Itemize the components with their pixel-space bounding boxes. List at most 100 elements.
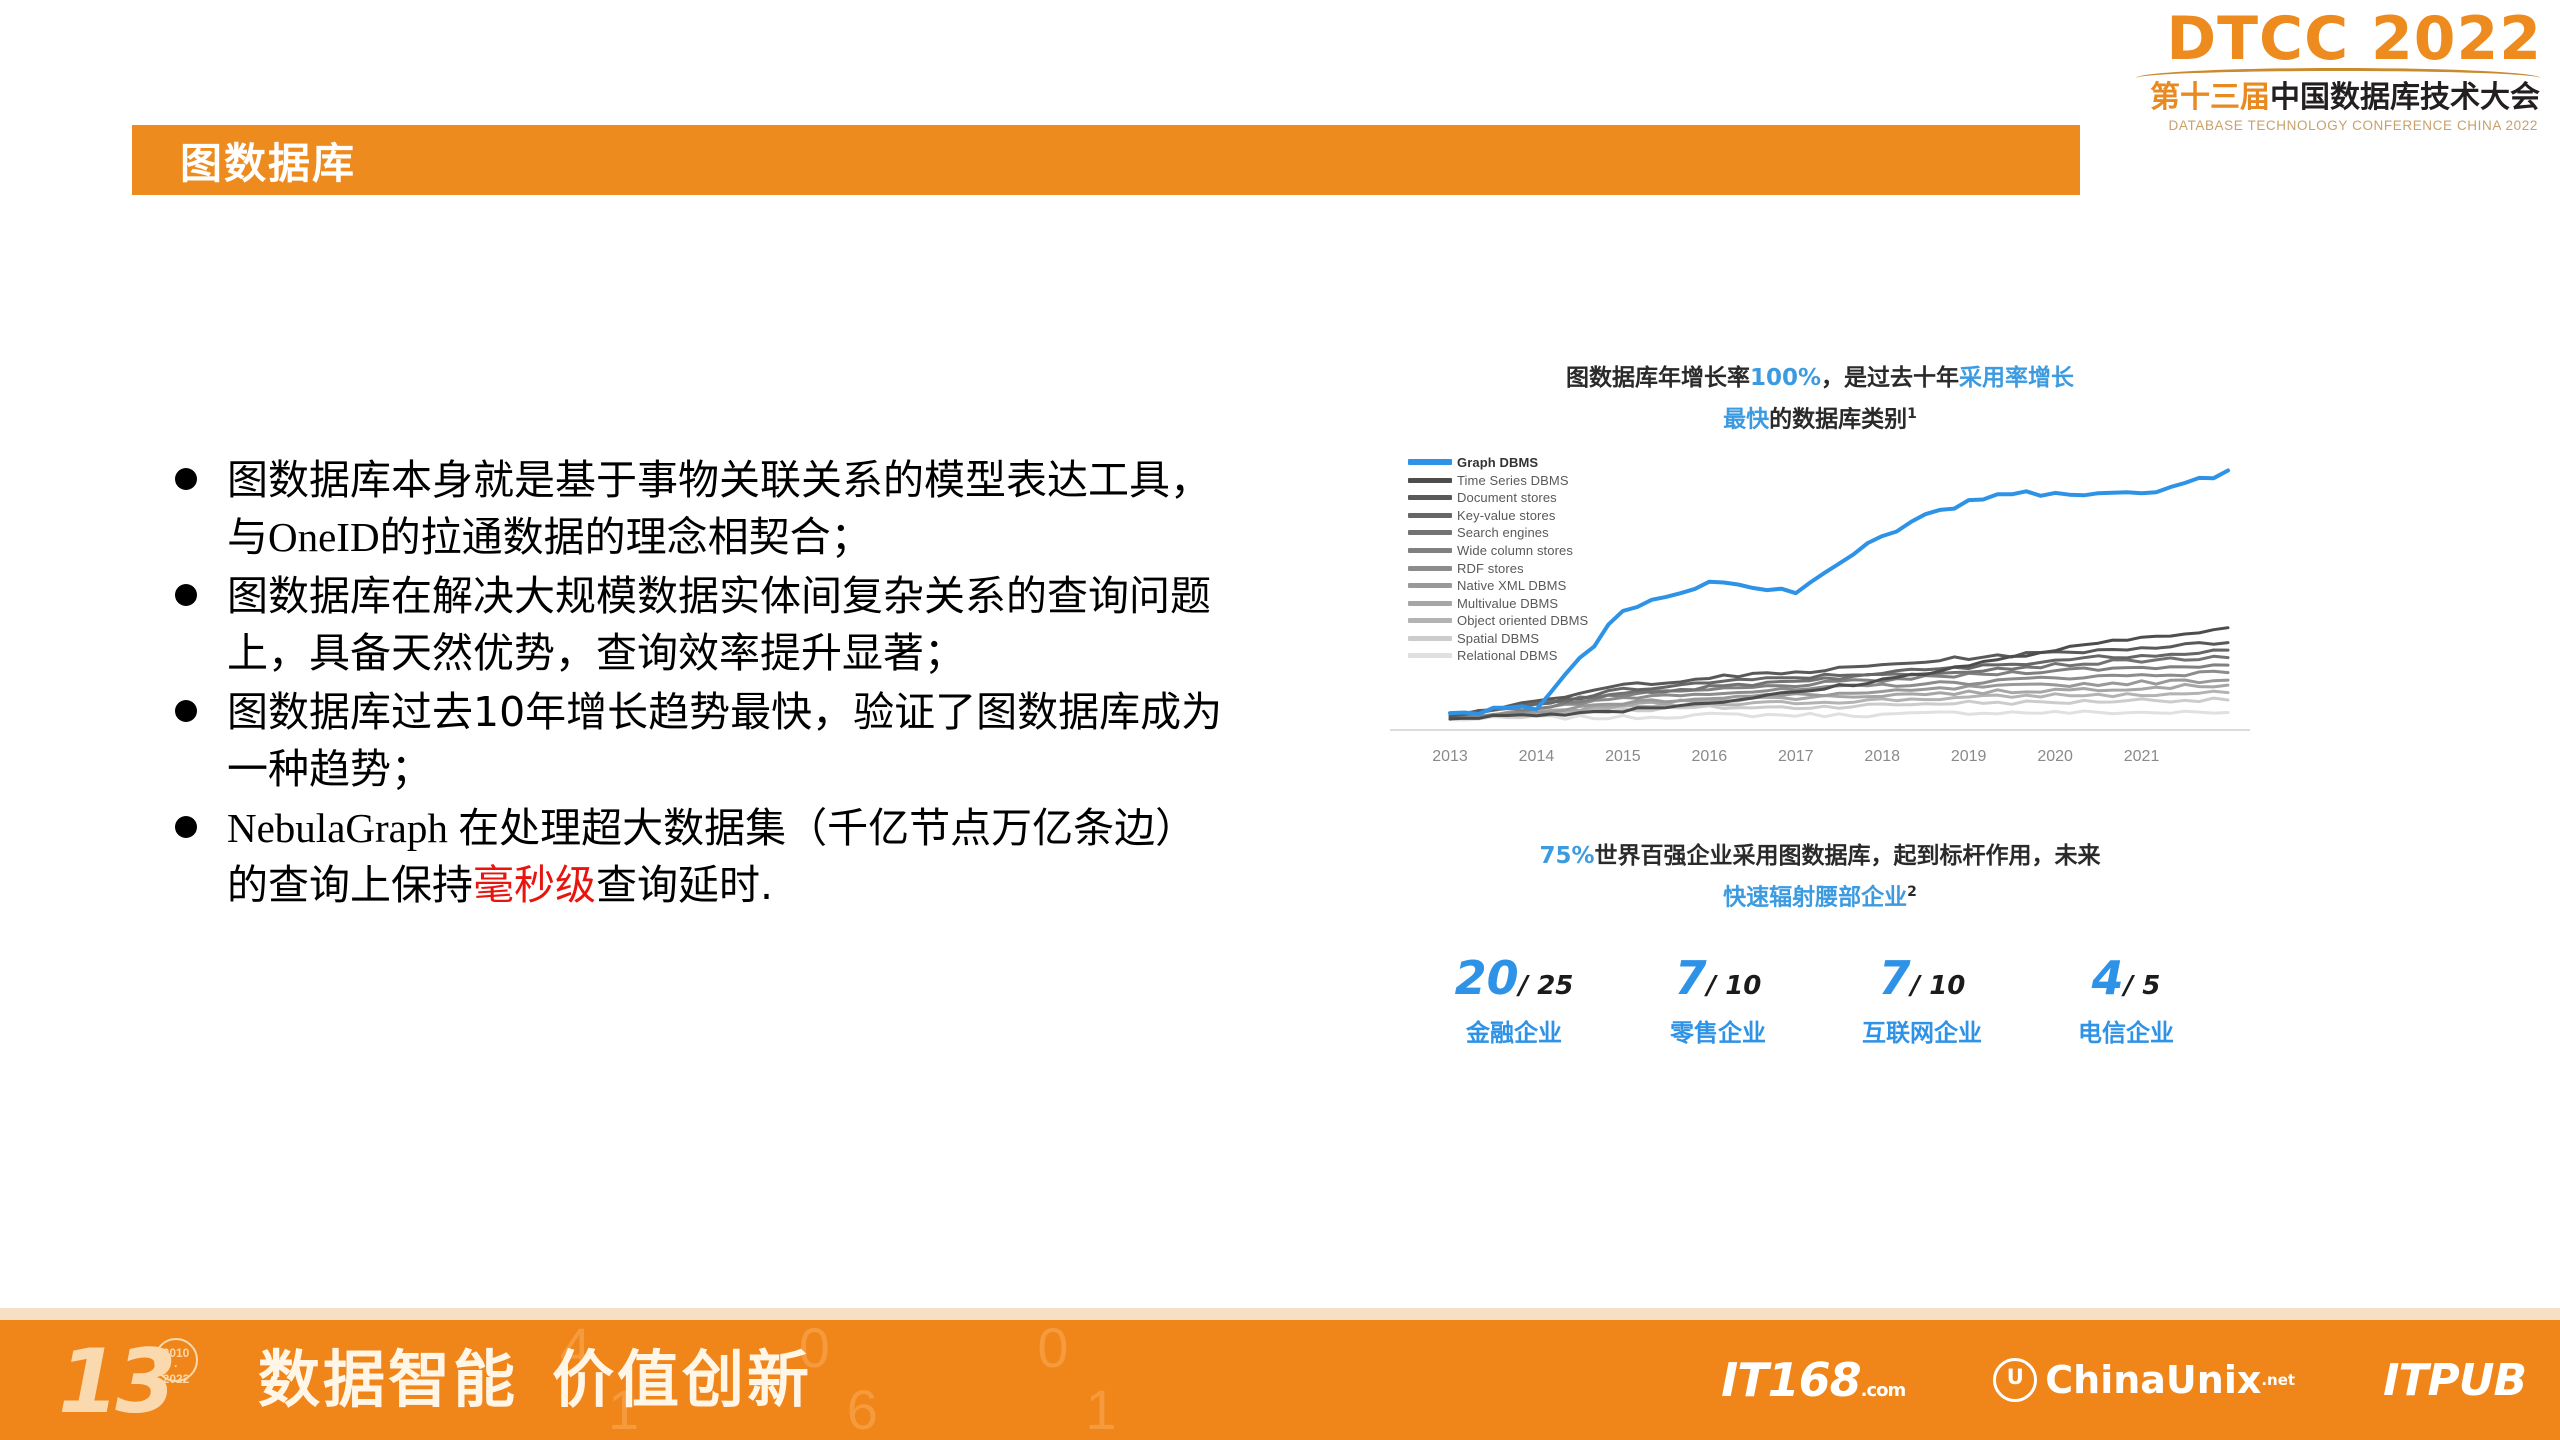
x-tick-2017: 2017	[1777, 747, 1814, 765]
bullet-text-3: NebulaGraph 在处理超大数据集（千亿节点万亿条边）的查询上保持毫秒级查…	[227, 800, 1235, 914]
stat-label: 金融企业	[1466, 1019, 1562, 1048]
stat-label: 互联网企业	[1862, 1019, 1982, 1048]
footer-slogan-b: 价值创新	[552, 1343, 813, 1416]
stat-numerator: 7	[1674, 951, 1707, 1006]
stat-denominator: / 10	[1910, 971, 1966, 1002]
legend-item-graph-dbms[interactable]: Graph DBMS	[1408, 454, 1658, 472]
legend-item-native-xml-dbms[interactable]: Native XML DBMS	[1408, 577, 1658, 595]
stat-label: 零售企业	[1670, 1019, 1766, 1048]
legend-item-spatial-dbms[interactable]: Spatial DBMS	[1408, 630, 1658, 648]
x-tick-2020: 2020	[2037, 747, 2073, 765]
legend-swatch-icon	[1408, 635, 1452, 641]
legend-swatch-icon	[1408, 512, 1452, 518]
list-item: NebulaGraph 在处理超大数据集（千亿节点万亿条边）的查询上保持毫秒级查…	[175, 800, 1235, 914]
footer-slogan-a: 数据智能	[258, 1343, 519, 1416]
stat-denominator: / 5	[2123, 971, 2161, 1002]
chart-series-document-stores	[1448, 640, 2230, 718]
legend-swatch-icon	[1408, 653, 1452, 659]
bullet-3-segment-3: 查询延时.	[596, 861, 774, 909]
it168-wordmark: IT168	[1721, 1353, 1862, 1407]
slide-title-bar: 图数据库	[132, 125, 2080, 195]
legend-item-multivalue-dbms[interactable]: Multivalue DBMS	[1408, 594, 1658, 612]
stat-denominator: / 25	[1518, 971, 1574, 1002]
x-tick-2014: 2014	[1518, 747, 1555, 765]
stats-caption-text: 世界百强企业采用图数据库，起到标杆作用，未来	[1594, 842, 2101, 869]
stat-fraction: 4/ 5	[2024, 955, 2228, 1001]
footer-accent-strip	[0, 1308, 2560, 1320]
bullet-dot-icon	[175, 700, 197, 722]
brand-swoosh-decoration	[2136, 68, 2540, 80]
list-item: 图数据库过去10年增长趋势最快，验证了图数据库成为一种趋势；	[175, 684, 1235, 798]
chart-series-time-series-dbms	[1448, 625, 2230, 721]
legend-item-document-stores[interactable]: Document stores	[1408, 489, 1658, 507]
footer-banner: 4 0 0 1 6 1 13 2010 · 2022 数据智能 价值创新 IT16…	[0, 1320, 2560, 1440]
chart-caption-part-a: 图数据库年增长率	[1565, 365, 1750, 391]
chart-series-native-xml-dbms	[1448, 678, 2230, 720]
stat-denominator: / 10	[1706, 971, 1762, 1002]
bullet-3-segment-0: NebulaGraph	[227, 805, 459, 851]
legend-item-time-series-dbms[interactable]: Time Series DBMS	[1408, 471, 1658, 489]
bullet-text-0: 图数据库本身就是基于事物关联关系的模型表达工具，与OneID的拉通数据的理念相契…	[227, 452, 1235, 566]
x-tick-2016: 2016	[1691, 747, 1728, 765]
chart-caption-highlight-adoption: 采用率增长	[1959, 365, 2075, 391]
chart-series-relational-dbms	[1448, 709, 2230, 722]
x-tick-2021: 2021	[2123, 747, 2160, 765]
list-item: 图数据库本身就是基于事物关联关系的模型表达工具，与OneID的拉通数据的理念相契…	[175, 452, 1235, 566]
it168-domain: .com	[1860, 1380, 1907, 1401]
stats-caption-highlight-radiate: 快速辐射腰部企业	[1723, 884, 1908, 911]
sponsor-logos: IT168.com U ChinaUnix .net ITPUB	[1721, 1342, 2527, 1418]
legend-label: Spatial DBMS	[1457, 630, 1540, 646]
chart-caption-footnote: 1	[1907, 406, 1917, 422]
legend-item-rdf-stores[interactable]: RDF stores	[1408, 559, 1658, 577]
legend-label: Graph DBMS	[1457, 454, 1539, 470]
legend-item-search-engines[interactable]: Search engines	[1408, 524, 1658, 542]
bullet-text-1: 图数据库在解决大规模数据实体间复杂关系的查询问题上，具备天然优势，查询效率提升显…	[227, 568, 1235, 682]
anniversary-mark: 13 2010 · 2022	[58, 1330, 218, 1435]
legend-label: Document stores	[1457, 490, 1557, 506]
itpub-logo[interactable]: ITPUB	[2383, 1355, 2527, 1406]
brand-dtcc-text: DTCC 2022	[2166, 4, 2542, 74]
stat-numerator: 7	[1878, 951, 1911, 1006]
stat-cell-2: 7/ 10 互联网企业	[1820, 955, 2024, 1048]
legend-swatch-icon	[1408, 600, 1452, 606]
right-content-panel: 图数据库年增长率100%，是过去十年采用率增长 最快的数据库类别1 Graph …	[1390, 360, 2250, 1048]
bullet-dot-icon	[175, 816, 197, 838]
chart-series-search-engines	[1448, 654, 2230, 717]
footer-slogan: 数据智能 价值创新	[258, 1344, 812, 1416]
bullet-0-segment-1: OneID	[268, 514, 380, 560]
bullet-0-segment-0: 图数据库本身就是基于事物关联关系的模型表达工具，与	[227, 456, 1211, 561]
legend-item-object-oriented-dbms[interactable]: Object oriented DBMS	[1408, 612, 1658, 630]
legend-item-wide-column-stores[interactable]: Wide column stores	[1408, 542, 1658, 560]
legend-item-key-value-stores[interactable]: Key-value stores	[1408, 506, 1658, 524]
chart-caption: 图数据库年增长率100%，是过去十年采用率增长 最快的数据库类别1	[1390, 360, 2250, 438]
legend-swatch-icon	[1408, 530, 1452, 536]
chart-caption-highlight-fastest: 最快	[1723, 406, 1770, 433]
bullet-1-segment-0: 图数据库在解决大规模数据实体间复杂关系的查询问题上，具备天然优势，查询效率提升显…	[227, 572, 1211, 677]
stat-fraction: 7/ 10	[1820, 955, 2024, 1001]
legend-item-relational-dbms[interactable]: Relational DBMS	[1408, 647, 1658, 665]
legend-label: Relational DBMS	[1457, 648, 1558, 664]
legend-swatch-icon	[1408, 547, 1452, 553]
stat-fraction: 20/ 25	[1412, 955, 1616, 1001]
bullet-text-2: 图数据库过去10年增长趋势最快，验证了图数据库成为一种趋势；	[227, 684, 1235, 798]
brand-chinese-ordinal: 第十三届	[2150, 80, 2270, 115]
chart-caption-part-b: ，是过去十年	[1821, 365, 1960, 391]
chart-series-key-value-stores	[1448, 648, 2230, 715]
anniversary-years: 2010 · 2022	[154, 1338, 198, 1386]
legend-label: Object oriented DBMS	[1457, 613, 1589, 629]
legend-label: Key-value stores	[1457, 507, 1556, 523]
legend-label: Multivalue DBMS	[1457, 595, 1559, 611]
bullet-3-segment-1: 在处理超大数据集（千亿节点万亿条边）的查询上保持	[227, 804, 1197, 909]
stat-fraction: 7/ 10	[1616, 955, 1820, 1001]
brand-chinese-title: 第十三届中国数据库技术大会	[2076, 81, 2546, 115]
stats-caption: 75%世界百强企业采用图数据库，起到标杆作用，未来 快速辐射腰部企业2	[1390, 838, 2250, 916]
chinaunix-logo[interactable]: U ChinaUnix .net	[1993, 1358, 2295, 1402]
chart-series-wide-column-stores	[1448, 663, 2230, 718]
legend-label: Native XML DBMS	[1457, 578, 1567, 594]
stats-caption-footnote: 2	[1907, 883, 1917, 900]
chart-legend: Graph DBMS Time Series DBMS Document store…	[1408, 454, 1658, 665]
x-tick-2015: 2015	[1605, 747, 1641, 765]
brand-english-subtitle: DATABASE TECHNOLOGY CONFERENCE CHINA 202…	[2168, 118, 2538, 133]
db-popularity-chart: Graph DBMS Time Series DBMS Document store…	[1390, 450, 2250, 740]
it168-logo[interactable]: IT168.com	[1721, 1353, 1907, 1407]
